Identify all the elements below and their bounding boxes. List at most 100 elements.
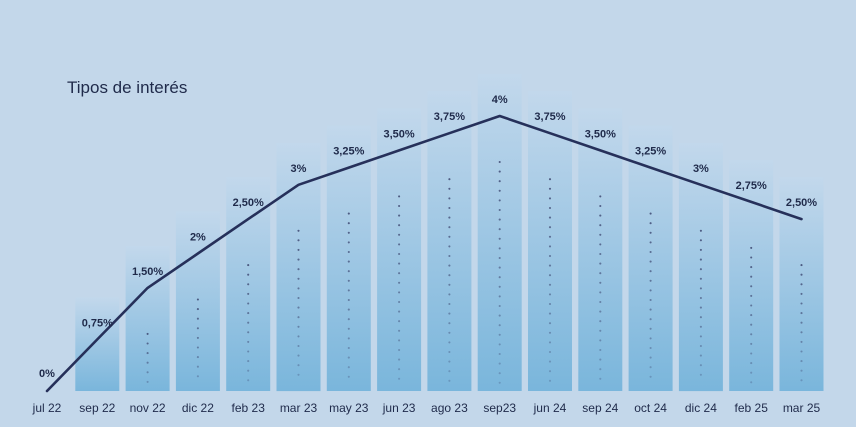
value-label-14: 2,75% bbox=[736, 180, 767, 192]
dot-guide-9 bbox=[498, 304, 501, 308]
dot-guide-7 bbox=[398, 310, 401, 313]
dot-guide-10 bbox=[548, 379, 552, 382]
dot-guide-9 bbox=[498, 170, 501, 173]
x-tick-label-4: feb 23 bbox=[232, 401, 266, 415]
dot-guide-5 bbox=[297, 354, 300, 357]
dot-guide-8 bbox=[448, 312, 451, 315]
bar-12 bbox=[628, 125, 673, 391]
dot-guide-11 bbox=[599, 195, 602, 198]
dot-guide-8 bbox=[448, 235, 451, 238]
dot-guide-2 bbox=[146, 380, 149, 383]
dot-guide-9 bbox=[498, 324, 501, 327]
dot-guide-10 bbox=[548, 331, 552, 334]
dot-guide-6 bbox=[347, 270, 350, 273]
rate-line bbox=[45, 114, 803, 393]
dot-guide-9 bbox=[498, 352, 501, 356]
dot-guide-9 bbox=[498, 285, 501, 288]
x-tick-label-6: may 23 bbox=[329, 401, 369, 415]
dot-guide-8 bbox=[448, 350, 451, 354]
dot-guide-7 bbox=[398, 214, 401, 217]
dot-guide-11 bbox=[599, 243, 602, 246]
x-tick-label-3: dic 22 bbox=[182, 401, 214, 415]
value-label-7: 3,50% bbox=[383, 128, 414, 140]
dot-guide-5 bbox=[297, 287, 300, 290]
dot-guide-4 bbox=[247, 379, 250, 382]
dot-guide-8 bbox=[448, 302, 451, 306]
dot-guide-6 bbox=[347, 212, 350, 215]
dot-guide-4 bbox=[247, 350, 250, 353]
dot-guide-6 bbox=[347, 308, 350, 311]
dot-guide-3 bbox=[196, 346, 199, 349]
dot-guide-15 bbox=[800, 283, 803, 286]
dot-guide-5 bbox=[297, 258, 300, 261]
dot-guide-10 bbox=[548, 178, 552, 181]
dot-guide-14 bbox=[750, 256, 753, 259]
dot-guide-11 bbox=[599, 291, 602, 294]
dot-guide-9 bbox=[498, 247, 501, 250]
dot-guide-13 bbox=[699, 325, 702, 328]
dot-guide-9 bbox=[498, 237, 501, 240]
value-label-4: 2,50% bbox=[233, 197, 264, 209]
dot-guide-5 bbox=[297, 335, 300, 338]
dot-guide-14 bbox=[750, 362, 753, 365]
dot-guide-6 bbox=[347, 356, 350, 359]
dot-guide-7 bbox=[398, 272, 401, 275]
dot-guide-5 bbox=[297, 277, 300, 280]
dot-guide-4 bbox=[247, 264, 250, 267]
dot-guide-7 bbox=[398, 204, 401, 208]
dot-guide-2 bbox=[146, 342, 149, 345]
dot-guide-3 bbox=[196, 317, 199, 320]
dot-guide-7 bbox=[398, 339, 401, 342]
dot-guide-6 bbox=[347, 279, 350, 282]
dot-guide-12 bbox=[649, 308, 652, 311]
dot-guide-7 bbox=[398, 320, 401, 323]
dot-guide-12 bbox=[649, 289, 652, 292]
dot-guide-12 bbox=[649, 270, 652, 273]
dot-guide-14 bbox=[750, 304, 753, 307]
value-label-9: 4% bbox=[492, 94, 508, 106]
dot-guide-7 bbox=[398, 300, 401, 304]
dot-guide-11 bbox=[599, 339, 602, 342]
dot-guide-6 bbox=[347, 366, 350, 369]
dot-guide-5 bbox=[297, 325, 300, 328]
dot-guide-14 bbox=[750, 294, 753, 297]
dot-guide-2 bbox=[146, 371, 149, 374]
dot-guide-14 bbox=[750, 246, 753, 249]
bar-10 bbox=[528, 91, 572, 391]
dot-guide-10 bbox=[548, 245, 552, 248]
dot-guide-15 bbox=[800, 340, 803, 343]
dot-guide-14 bbox=[750, 266, 753, 269]
value-label-10: 3,75% bbox=[534, 111, 565, 123]
value-label-13: 3% bbox=[693, 163, 709, 175]
dot-guide-4 bbox=[247, 360, 250, 363]
dot-guide-5 bbox=[297, 373, 300, 376]
dot-guide-9 bbox=[498, 160, 501, 164]
chart-title: Tipos de interés bbox=[67, 78, 188, 97]
dot-guide-13 bbox=[699, 248, 702, 251]
dot-guide-7 bbox=[398, 224, 401, 227]
dot-guide-12 bbox=[649, 260, 652, 263]
dot-guide-8 bbox=[448, 331, 451, 334]
dot-guide-12 bbox=[649, 318, 652, 321]
dot-guide-15 bbox=[800, 292, 803, 295]
dot-guide-7 bbox=[398, 195, 401, 198]
dot-guide-8 bbox=[448, 283, 451, 286]
dot-guide-14 bbox=[750, 371, 753, 374]
dot-guide-11 bbox=[599, 368, 602, 371]
dot-guide-9 bbox=[498, 362, 501, 365]
dot-guide-15 bbox=[800, 273, 803, 276]
dot-guide-7 bbox=[398, 243, 401, 246]
dot-guide-12 bbox=[649, 222, 652, 225]
value-label-0: 0% bbox=[39, 368, 55, 380]
dot-guide-15 bbox=[800, 331, 803, 334]
dot-guide-13 bbox=[699, 316, 702, 319]
dot-guide-6 bbox=[347, 250, 350, 254]
dot-guide-10 bbox=[548, 283, 552, 286]
dot-guide-9 bbox=[498, 228, 501, 231]
dot-guide-7 bbox=[398, 377, 401, 380]
dot-guide-5 bbox=[297, 239, 300, 242]
dot-guide-6 bbox=[347, 298, 350, 302]
dot-guide-6 bbox=[347, 375, 350, 378]
dot-guide-9 bbox=[498, 256, 501, 260]
